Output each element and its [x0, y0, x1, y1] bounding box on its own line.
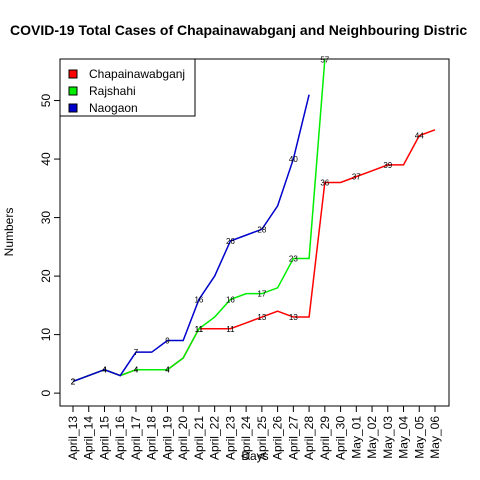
- data-label: 39: [383, 161, 392, 170]
- data-label: 2: [71, 377, 76, 386]
- data-label: 2: [71, 377, 76, 386]
- data-label: 16: [226, 296, 235, 305]
- data-label: 13: [289, 313, 298, 322]
- x-tick-label: April_17: [129, 416, 143, 460]
- y-tick-label: 50: [39, 94, 53, 108]
- data-label: 26: [226, 237, 235, 246]
- data-label: 4: [102, 366, 107, 375]
- x-axis-label: Days: [241, 449, 268, 463]
- x-tick-label: April_16: [113, 416, 127, 460]
- data-label: 4: [165, 366, 170, 375]
- y-tick-label: 30: [39, 211, 53, 225]
- x-tick-label: April_24: [239, 416, 253, 460]
- x-tick-label: April_14: [82, 416, 96, 460]
- data-label: 16: [194, 296, 203, 305]
- x-tick-label: April_30: [334, 416, 348, 460]
- x-tick-label: April_28: [302, 416, 316, 460]
- y-tick-label: 20: [39, 269, 53, 283]
- data-label: 4: [134, 366, 139, 375]
- data-label: 4: [102, 366, 107, 375]
- chart-title: COVID-19 Total Cases of Chapainawabganj …: [10, 22, 467, 38]
- x-tick-label: April_13: [66, 416, 80, 460]
- x-tick-label: May_02: [365, 416, 379, 459]
- x-tick-label: April_26: [271, 416, 285, 460]
- data-label: 40: [289, 155, 298, 164]
- x-tick-label: April_21: [192, 416, 206, 460]
- data-label: 9: [165, 336, 170, 345]
- legend-label: Rajshahi: [89, 84, 136, 98]
- x-tick-label: May_06: [428, 416, 442, 459]
- data-label: 36: [320, 178, 329, 187]
- data-label: 4: [165, 366, 170, 375]
- data-label: 11: [226, 325, 235, 334]
- data-label: 4: [102, 366, 107, 375]
- x-tick-label: May_04: [397, 416, 411, 459]
- data-label: 57: [320, 56, 329, 65]
- x-tick-label: April_22: [208, 416, 222, 460]
- x-tick-label: May_01: [349, 416, 363, 459]
- data-label: 4: [134, 366, 139, 375]
- y-tick-label: 10: [39, 328, 53, 342]
- series-line: [72, 129, 436, 383]
- x-tick-label: April_25: [255, 416, 269, 460]
- legend-swatch: [68, 86, 78, 96]
- x-tick-label: April_19: [160, 416, 174, 460]
- data-label: 44: [415, 132, 424, 141]
- data-label: 7: [134, 348, 139, 357]
- x-tick-label: April_29: [318, 416, 332, 460]
- legend-swatch: [68, 103, 78, 113]
- x-tick-label: May_05: [412, 416, 426, 459]
- legend-swatch: [68, 69, 78, 79]
- x-tick-label: April_20: [176, 416, 190, 460]
- y-tick-label: 40: [39, 152, 53, 166]
- x-tick-label: April_15: [97, 416, 111, 460]
- legend-label: Chapainawabganj: [89, 67, 185, 81]
- data-label: 37: [352, 173, 361, 182]
- x-tick-label: April_18: [145, 416, 159, 460]
- x-tick-label: April_27: [286, 416, 300, 460]
- y-tick-label: 0: [39, 389, 53, 396]
- x-tick-label: May_03: [381, 416, 395, 459]
- series-line: [72, 94, 310, 383]
- data-label: 28: [257, 225, 266, 234]
- data-label: 11: [195, 325, 204, 334]
- legend-label: Naogaon: [89, 101, 138, 115]
- data-label: 13: [257, 313, 266, 322]
- legend-box: [59, 58, 196, 117]
- plot-frame: [59, 58, 450, 407]
- data-label: 23: [289, 255, 298, 264]
- data-label: 2: [71, 377, 76, 386]
- y-axis-label: Numbers: [2, 208, 16, 257]
- x-tick-label: April_23: [223, 416, 237, 460]
- data-label: 17: [257, 290, 266, 299]
- data-label: 11: [195, 325, 204, 334]
